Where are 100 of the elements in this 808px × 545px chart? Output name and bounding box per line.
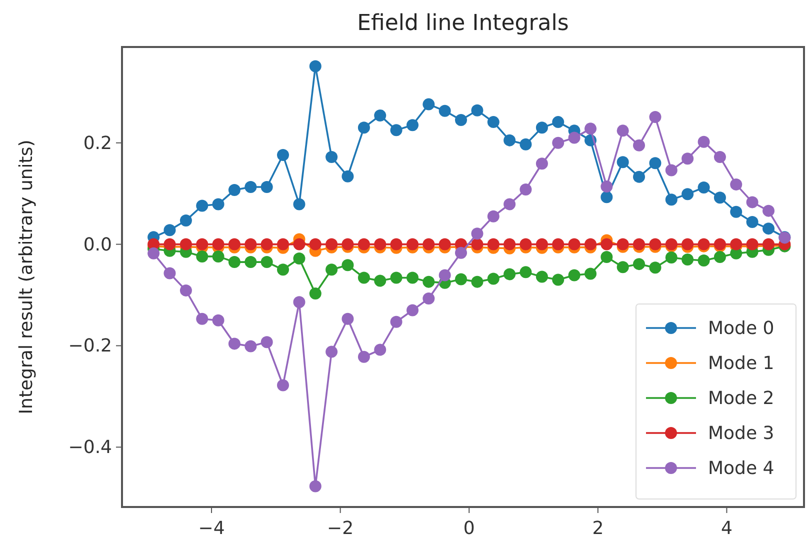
point xyxy=(277,264,289,276)
point xyxy=(552,116,564,128)
point xyxy=(471,276,484,288)
point xyxy=(649,238,662,250)
point xyxy=(438,104,451,117)
point xyxy=(309,238,322,250)
point xyxy=(148,247,160,260)
point xyxy=(212,198,224,210)
point xyxy=(406,304,419,316)
point xyxy=(196,312,208,325)
point xyxy=(520,138,532,150)
point xyxy=(487,272,500,285)
point xyxy=(616,261,629,274)
point xyxy=(277,238,289,250)
point xyxy=(487,238,500,250)
point xyxy=(536,122,548,134)
point xyxy=(422,292,435,305)
point xyxy=(730,178,742,190)
point xyxy=(504,268,516,280)
point xyxy=(633,238,646,250)
point xyxy=(326,238,338,250)
point xyxy=(374,274,386,287)
point xyxy=(665,194,678,206)
point xyxy=(504,238,516,250)
point xyxy=(568,132,580,144)
point xyxy=(552,136,564,149)
point xyxy=(390,124,402,136)
point xyxy=(633,258,646,270)
point xyxy=(520,238,532,250)
point xyxy=(326,346,338,358)
point xyxy=(180,238,192,250)
point xyxy=(504,134,516,146)
point xyxy=(358,238,370,250)
point xyxy=(164,267,176,280)
point xyxy=(698,254,710,267)
point xyxy=(633,170,646,183)
point xyxy=(422,98,435,110)
point xyxy=(487,210,500,222)
point xyxy=(730,206,742,218)
point xyxy=(196,238,208,250)
point xyxy=(390,316,402,328)
point xyxy=(536,270,548,283)
point xyxy=(374,344,386,356)
point xyxy=(406,272,419,284)
legend-label: Mode 0 xyxy=(708,318,774,339)
point xyxy=(584,122,597,135)
point xyxy=(244,180,257,193)
point xyxy=(536,238,548,250)
y-tick-label: −0.2 xyxy=(68,336,112,357)
point xyxy=(698,181,710,194)
point xyxy=(196,250,208,262)
legend-label: Mode 4 xyxy=(708,458,774,479)
point xyxy=(277,149,289,162)
point xyxy=(649,157,662,170)
point xyxy=(406,119,419,132)
point xyxy=(471,238,484,250)
x-tick-label: 4 xyxy=(720,518,732,539)
point xyxy=(196,200,208,212)
point xyxy=(682,152,694,165)
point xyxy=(665,251,678,264)
point xyxy=(293,198,306,210)
point xyxy=(390,238,402,250)
point xyxy=(244,256,257,268)
point xyxy=(649,110,662,123)
point xyxy=(260,336,273,348)
point xyxy=(422,238,435,250)
point xyxy=(438,269,451,282)
point xyxy=(212,238,224,250)
point xyxy=(293,296,306,308)
point xyxy=(309,480,322,492)
point xyxy=(358,350,370,363)
point xyxy=(616,238,629,250)
point xyxy=(212,314,224,326)
point xyxy=(762,222,775,235)
chart-title: Efield line Integrals xyxy=(357,11,569,36)
point xyxy=(309,60,322,72)
point xyxy=(326,151,338,164)
point xyxy=(536,158,548,170)
point xyxy=(260,256,273,268)
point xyxy=(714,250,726,263)
point xyxy=(455,273,468,286)
point xyxy=(228,184,240,196)
y-tick-label: 0.0 xyxy=(83,234,112,256)
point xyxy=(244,238,257,250)
point xyxy=(568,269,580,282)
point xyxy=(746,216,758,228)
point xyxy=(293,252,306,264)
point xyxy=(164,224,176,236)
legend-label: Mode 2 xyxy=(708,388,774,409)
point xyxy=(244,340,257,352)
point xyxy=(260,238,273,250)
point xyxy=(342,312,354,325)
point xyxy=(228,238,240,250)
point xyxy=(438,238,451,250)
y-tick-label: −0.4 xyxy=(68,437,112,458)
point xyxy=(180,214,192,226)
point xyxy=(260,180,273,193)
point xyxy=(374,238,386,250)
point xyxy=(584,238,597,250)
y-axis-title: Integral result (arbitrary units) xyxy=(16,140,37,414)
